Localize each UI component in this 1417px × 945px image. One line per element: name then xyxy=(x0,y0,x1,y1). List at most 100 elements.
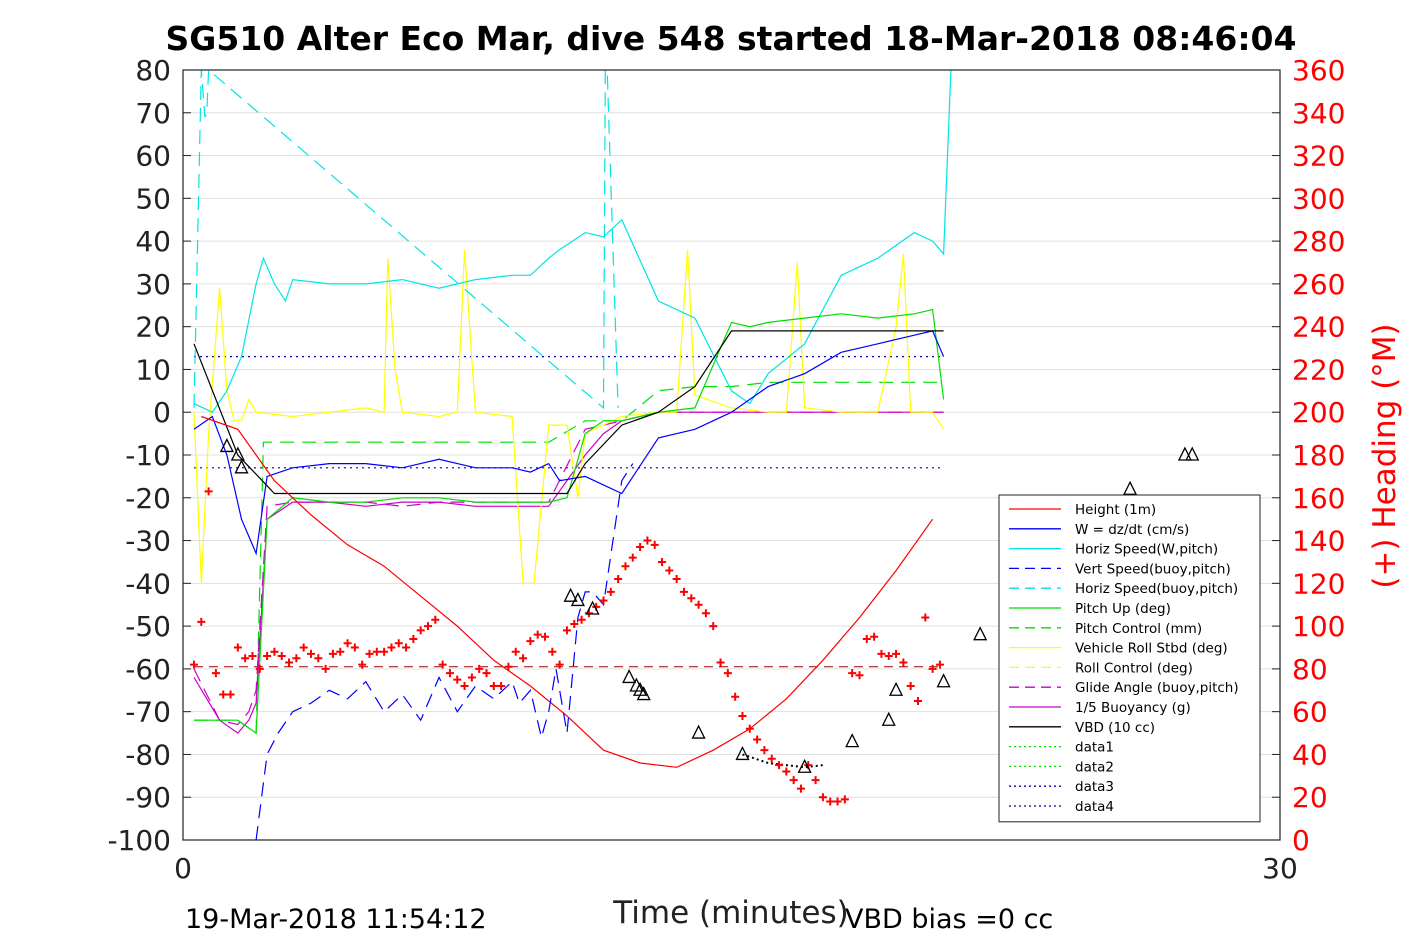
heading-point xyxy=(350,643,359,652)
heading-point xyxy=(906,682,915,690)
heading-point xyxy=(621,562,630,571)
heading-point xyxy=(219,690,228,699)
tick-label-right: 300 xyxy=(1292,182,1345,215)
triangle-marker xyxy=(570,591,585,607)
tick-label-right: 240 xyxy=(1292,311,1345,344)
heading-point xyxy=(840,795,849,804)
legend-label: Vehicle Roll Stbd (deg) xyxy=(1075,641,1228,657)
series-line-buoyancy xyxy=(193,411,944,734)
tick-label-left: 10 xyxy=(135,353,171,386)
heading-point xyxy=(255,664,264,673)
heading-point xyxy=(321,664,330,673)
heading-point xyxy=(226,690,235,699)
heading-point xyxy=(467,673,476,682)
legend-label: data3 xyxy=(1075,779,1114,795)
heading-point xyxy=(709,622,718,631)
heading-point xyxy=(606,587,615,596)
heading-point xyxy=(482,669,491,678)
heading-point xyxy=(775,761,784,770)
heading-point xyxy=(292,654,301,663)
triangle-marker xyxy=(1123,480,1138,495)
tick-label-right: 20 xyxy=(1292,781,1328,814)
triangle-marker xyxy=(219,437,234,453)
legend-label: Glide Angle (buoy,pitch) xyxy=(1075,680,1239,696)
heading-point xyxy=(416,626,425,635)
tick-label-right: 280 xyxy=(1292,225,1345,258)
heading-point xyxy=(826,797,835,806)
tick-label-left: -30 xyxy=(125,525,171,558)
series-line-horiz-speed xyxy=(193,69,952,413)
heading-point xyxy=(935,660,944,669)
tick-label-right: 260 xyxy=(1292,268,1345,301)
triangle-marker xyxy=(691,724,706,739)
heading-point xyxy=(541,632,550,641)
heading-point xyxy=(870,632,879,641)
legend-label: Vert Speed(buoy,pitch) xyxy=(1075,561,1231,577)
legend: Height (1m) W = dz/dt (cm/s) Horiz Speed(W… xyxy=(998,494,1261,823)
triangle-marker xyxy=(636,686,651,701)
heading-point xyxy=(299,643,308,652)
heading-point xyxy=(277,652,286,661)
legend-label: Pitch Up (deg) xyxy=(1075,601,1171,617)
heading-point xyxy=(197,617,206,626)
heading-point xyxy=(445,669,454,678)
footer-timestamp: 19-Mar-2018 11:54:12 xyxy=(185,904,487,935)
heading-point xyxy=(328,649,337,658)
legend-label: Roll Control (deg) xyxy=(1075,660,1193,676)
heading-point xyxy=(753,735,762,744)
heading-point xyxy=(738,711,747,720)
heading-point xyxy=(570,619,579,628)
heading-point xyxy=(782,767,791,776)
bottom-dotted-trace xyxy=(742,753,824,769)
triangle-marker xyxy=(845,733,860,748)
triangle-marker xyxy=(973,626,988,641)
legend-box xyxy=(998,494,1261,823)
tick-label-left: 60 xyxy=(135,140,171,173)
tick-label-left: -60 xyxy=(125,653,171,686)
series-line-w xyxy=(193,330,945,556)
legend-label: data2 xyxy=(1075,759,1114,775)
tick-label-x: 0 xyxy=(174,852,192,885)
tick-label-left: 30 xyxy=(135,268,171,301)
heading-point xyxy=(431,615,440,624)
tick-label-right: 180 xyxy=(1292,439,1345,472)
tick-label-right: 120 xyxy=(1292,567,1345,600)
heading-point xyxy=(599,596,608,605)
heading-point xyxy=(848,669,857,678)
heading-point xyxy=(672,575,681,584)
heading-point xyxy=(701,609,710,618)
triangle-marker xyxy=(622,668,637,684)
heading-point xyxy=(548,647,557,656)
heading-point xyxy=(314,654,323,663)
heading-point xyxy=(438,660,447,669)
legend-label: Height (1m) xyxy=(1075,502,1156,518)
heading-point xyxy=(913,696,922,705)
heading-point xyxy=(372,647,381,656)
heading-point xyxy=(796,784,805,793)
heading-point xyxy=(614,575,623,584)
series-line-height xyxy=(201,415,934,768)
heading-point xyxy=(855,671,864,680)
tick-label-right: 140 xyxy=(1292,525,1345,558)
legend-label: Horiz Speed(buoy,pitch) xyxy=(1075,581,1238,597)
right-axis-label: (+) Heading (°M) xyxy=(1367,323,1403,588)
heading-point xyxy=(687,594,696,603)
heading-point xyxy=(489,682,498,690)
heading-point xyxy=(204,487,213,496)
heading-point xyxy=(760,746,769,755)
heading-point xyxy=(833,797,842,806)
tick-label-right: 340 xyxy=(1292,97,1345,130)
heading-point xyxy=(650,540,659,549)
triangle-marker xyxy=(563,587,578,602)
heading-point xyxy=(862,634,871,643)
tick-label-left: -10 xyxy=(125,439,171,472)
series-line-roll xyxy=(193,249,945,584)
x-axis-ticks: 0 30 xyxy=(174,852,1298,885)
triangle-marker xyxy=(1177,446,1192,461)
triangle-marker xyxy=(797,758,812,773)
heading-point xyxy=(519,654,528,663)
legend-label: Pitch Control (mm) xyxy=(1075,621,1202,637)
tick-label-left: -90 xyxy=(125,781,171,814)
tick-label-right: 320 xyxy=(1292,140,1345,173)
heading-point xyxy=(409,634,418,643)
